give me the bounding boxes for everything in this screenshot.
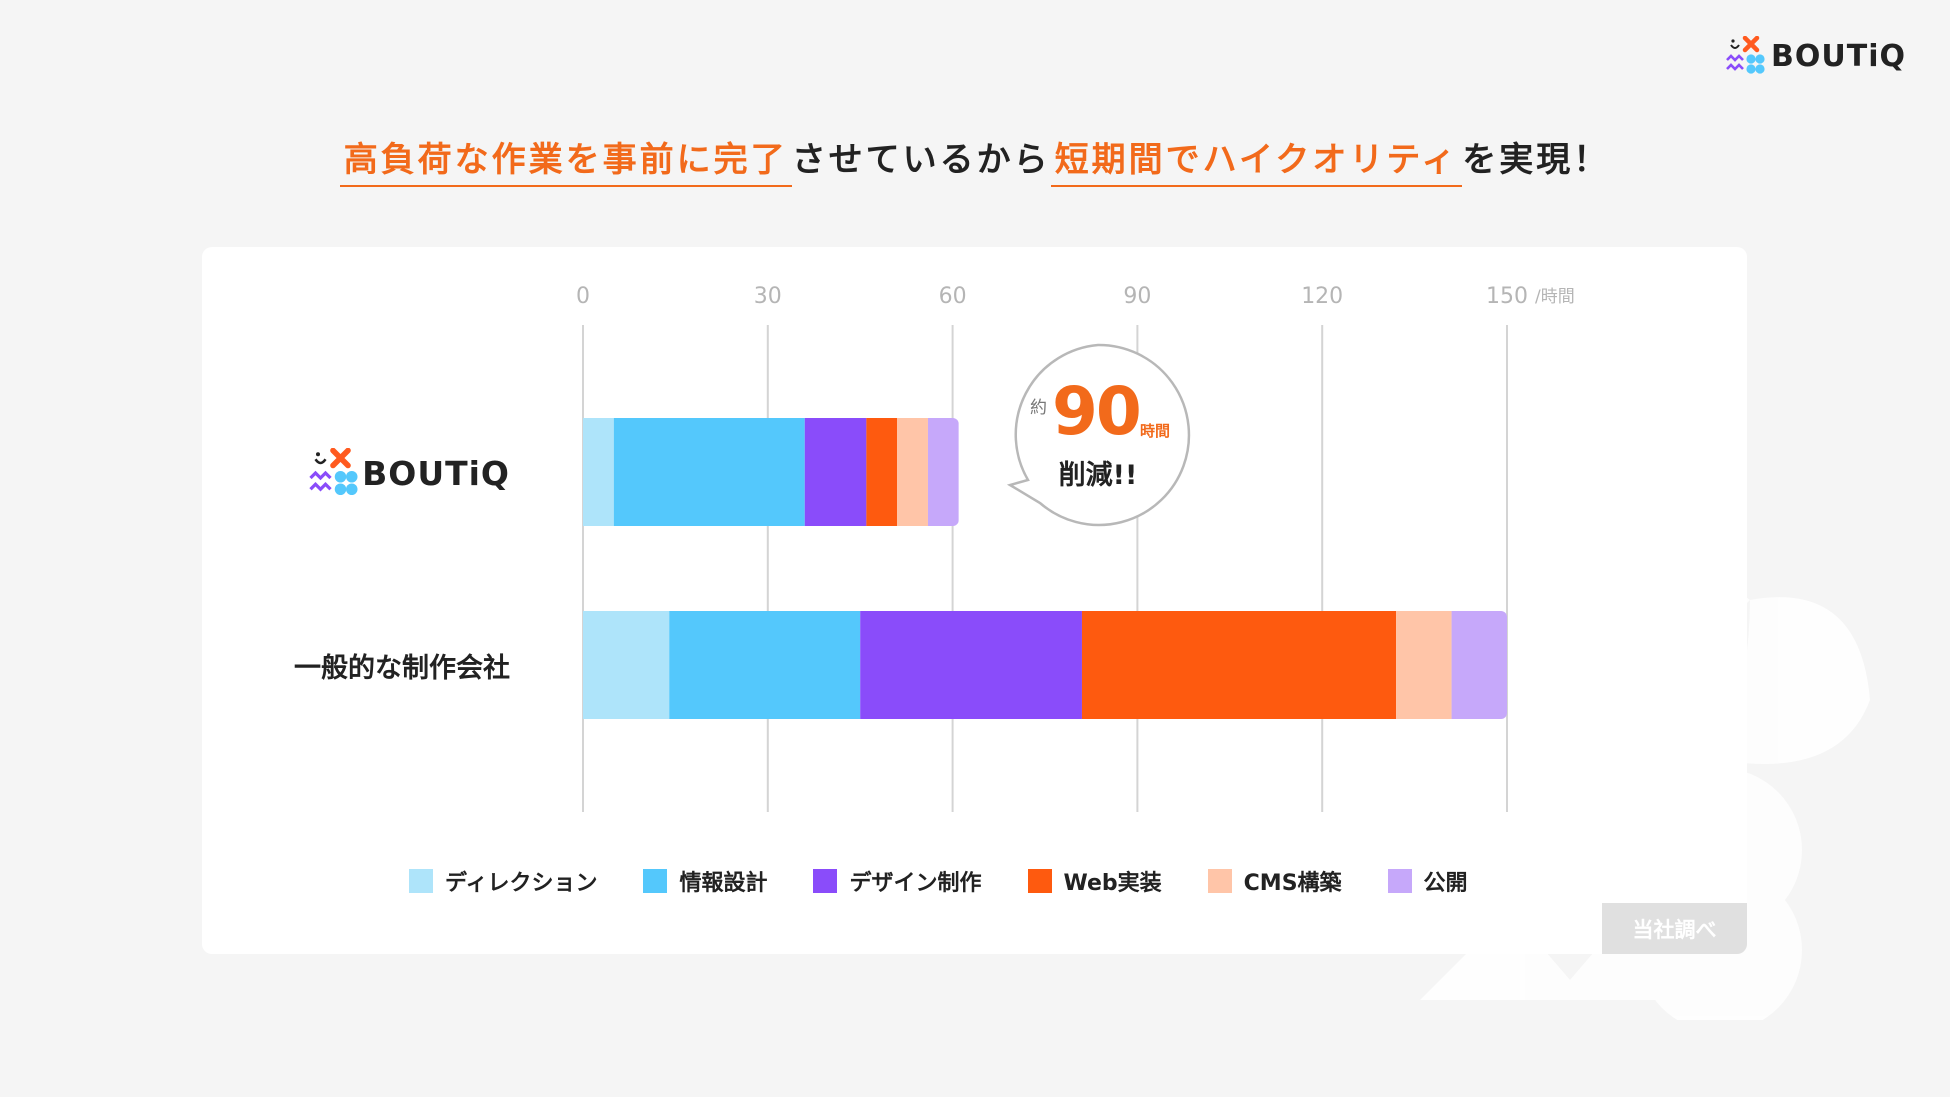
- chart-card: 0 30 60 90 120 150/時間 BOUTiQ 一般的な制作会社 約 90 時間…: [202, 247, 1747, 954]
- callout-prefix: 約: [1030, 398, 1047, 418]
- x-unit-label: /時間: [1535, 287, 1575, 307]
- callout-unit: 時間: [1140, 422, 1171, 440]
- legend-item: CMS構築: [1207, 865, 1342, 897]
- legend-swatch: [1027, 869, 1052, 893]
- row-label-boutiq: BOUTiQ: [308, 448, 510, 498]
- legend-label: Web実装: [1063, 871, 1162, 896]
- headline: 高負荷な作業を事前に完了 させているから 短期間でハイクオリティ を実現！: [0, 132, 1950, 187]
- callout-value: 90: [1052, 373, 1142, 450]
- bar-segment: [866, 418, 898, 526]
- legend-label: 公開: [1423, 871, 1468, 896]
- brand-name: BOUTiQ: [1771, 38, 1906, 74]
- legend-item: 公開: [1387, 865, 1468, 897]
- legend-item: Web実装: [1027, 865, 1162, 897]
- legend-swatch: [813, 869, 838, 893]
- bar-segment: [927, 418, 959, 526]
- legend-swatch: [643, 869, 668, 893]
- bar-group: [583, 611, 1507, 719]
- bar-group: [583, 418, 959, 526]
- brand-logo: BOUTiQ: [1725, 36, 1906, 76]
- headline-highlight-1: 高負荷な作業を事前に完了: [339, 132, 792, 187]
- chart-legend: ディレクション 情報設計 デザイン制作 Web実装 CMS構築 公開: [409, 865, 1514, 897]
- headline-highlight-2: 短期間でハイクオリティ: [1050, 132, 1463, 187]
- row-label-general: 一般的な制作会社: [294, 646, 510, 685]
- legend-swatch: [409, 869, 433, 893]
- x-tick-label: 60: [939, 284, 967, 309]
- reduction-callout: 約 90 時間 削減!!: [1006, 343, 1191, 527]
- boutiq-mark-icon: [309, 448, 358, 495]
- legend-swatch: [1207, 869, 1232, 893]
- x-tick-label: 90: [1123, 284, 1151, 309]
- x-tick-label: 30: [754, 284, 782, 309]
- bar-segment: [1081, 611, 1397, 719]
- row-label-text: BOUTiQ: [362, 453, 510, 493]
- bar-segment: [860, 611, 1082, 719]
- legend-label: ディレクション: [445, 871, 598, 896]
- legend-swatch: [1387, 869, 1412, 893]
- x-tick-label: 120: [1301, 284, 1343, 309]
- stacked-bar-chart: 0 30 60 90 120 150/時間: [576, 284, 1575, 812]
- boutiq-mark-icon: [1726, 36, 1765, 74]
- bar-segment: [1396, 611, 1452, 719]
- bar-segment: [897, 418, 928, 526]
- headline-text-2: させているから: [791, 140, 1051, 180]
- legend-label: デザイン制作: [849, 871, 982, 896]
- bar-segment: [804, 418, 867, 526]
- bar-segment: [1451, 611, 1507, 719]
- legend-item: ディレクション: [409, 865, 597, 897]
- bar-segment: [613, 418, 805, 526]
- legend-label: CMS構築: [1243, 871, 1342, 896]
- legend-item: 情報設計: [643, 865, 767, 897]
- x-tick-label: 150: [1486, 284, 1528, 309]
- headline-text-4: を実現！: [1462, 140, 1611, 180]
- callout-text: 削減!!: [1058, 460, 1138, 491]
- legend-item: デザイン制作: [813, 865, 982, 897]
- speech-bubble-shape: [1006, 343, 1191, 527]
- bar-segment: [669, 611, 861, 719]
- bar-segment: [583, 418, 614, 526]
- legend-label: 情報設計: [679, 871, 768, 896]
- x-tick-label: 0: [576, 284, 590, 309]
- row-label-text: 一般的な制作会社: [294, 653, 510, 684]
- bar-segment: [583, 611, 670, 719]
- source-badge: 当社調べ: [1602, 903, 1747, 954]
